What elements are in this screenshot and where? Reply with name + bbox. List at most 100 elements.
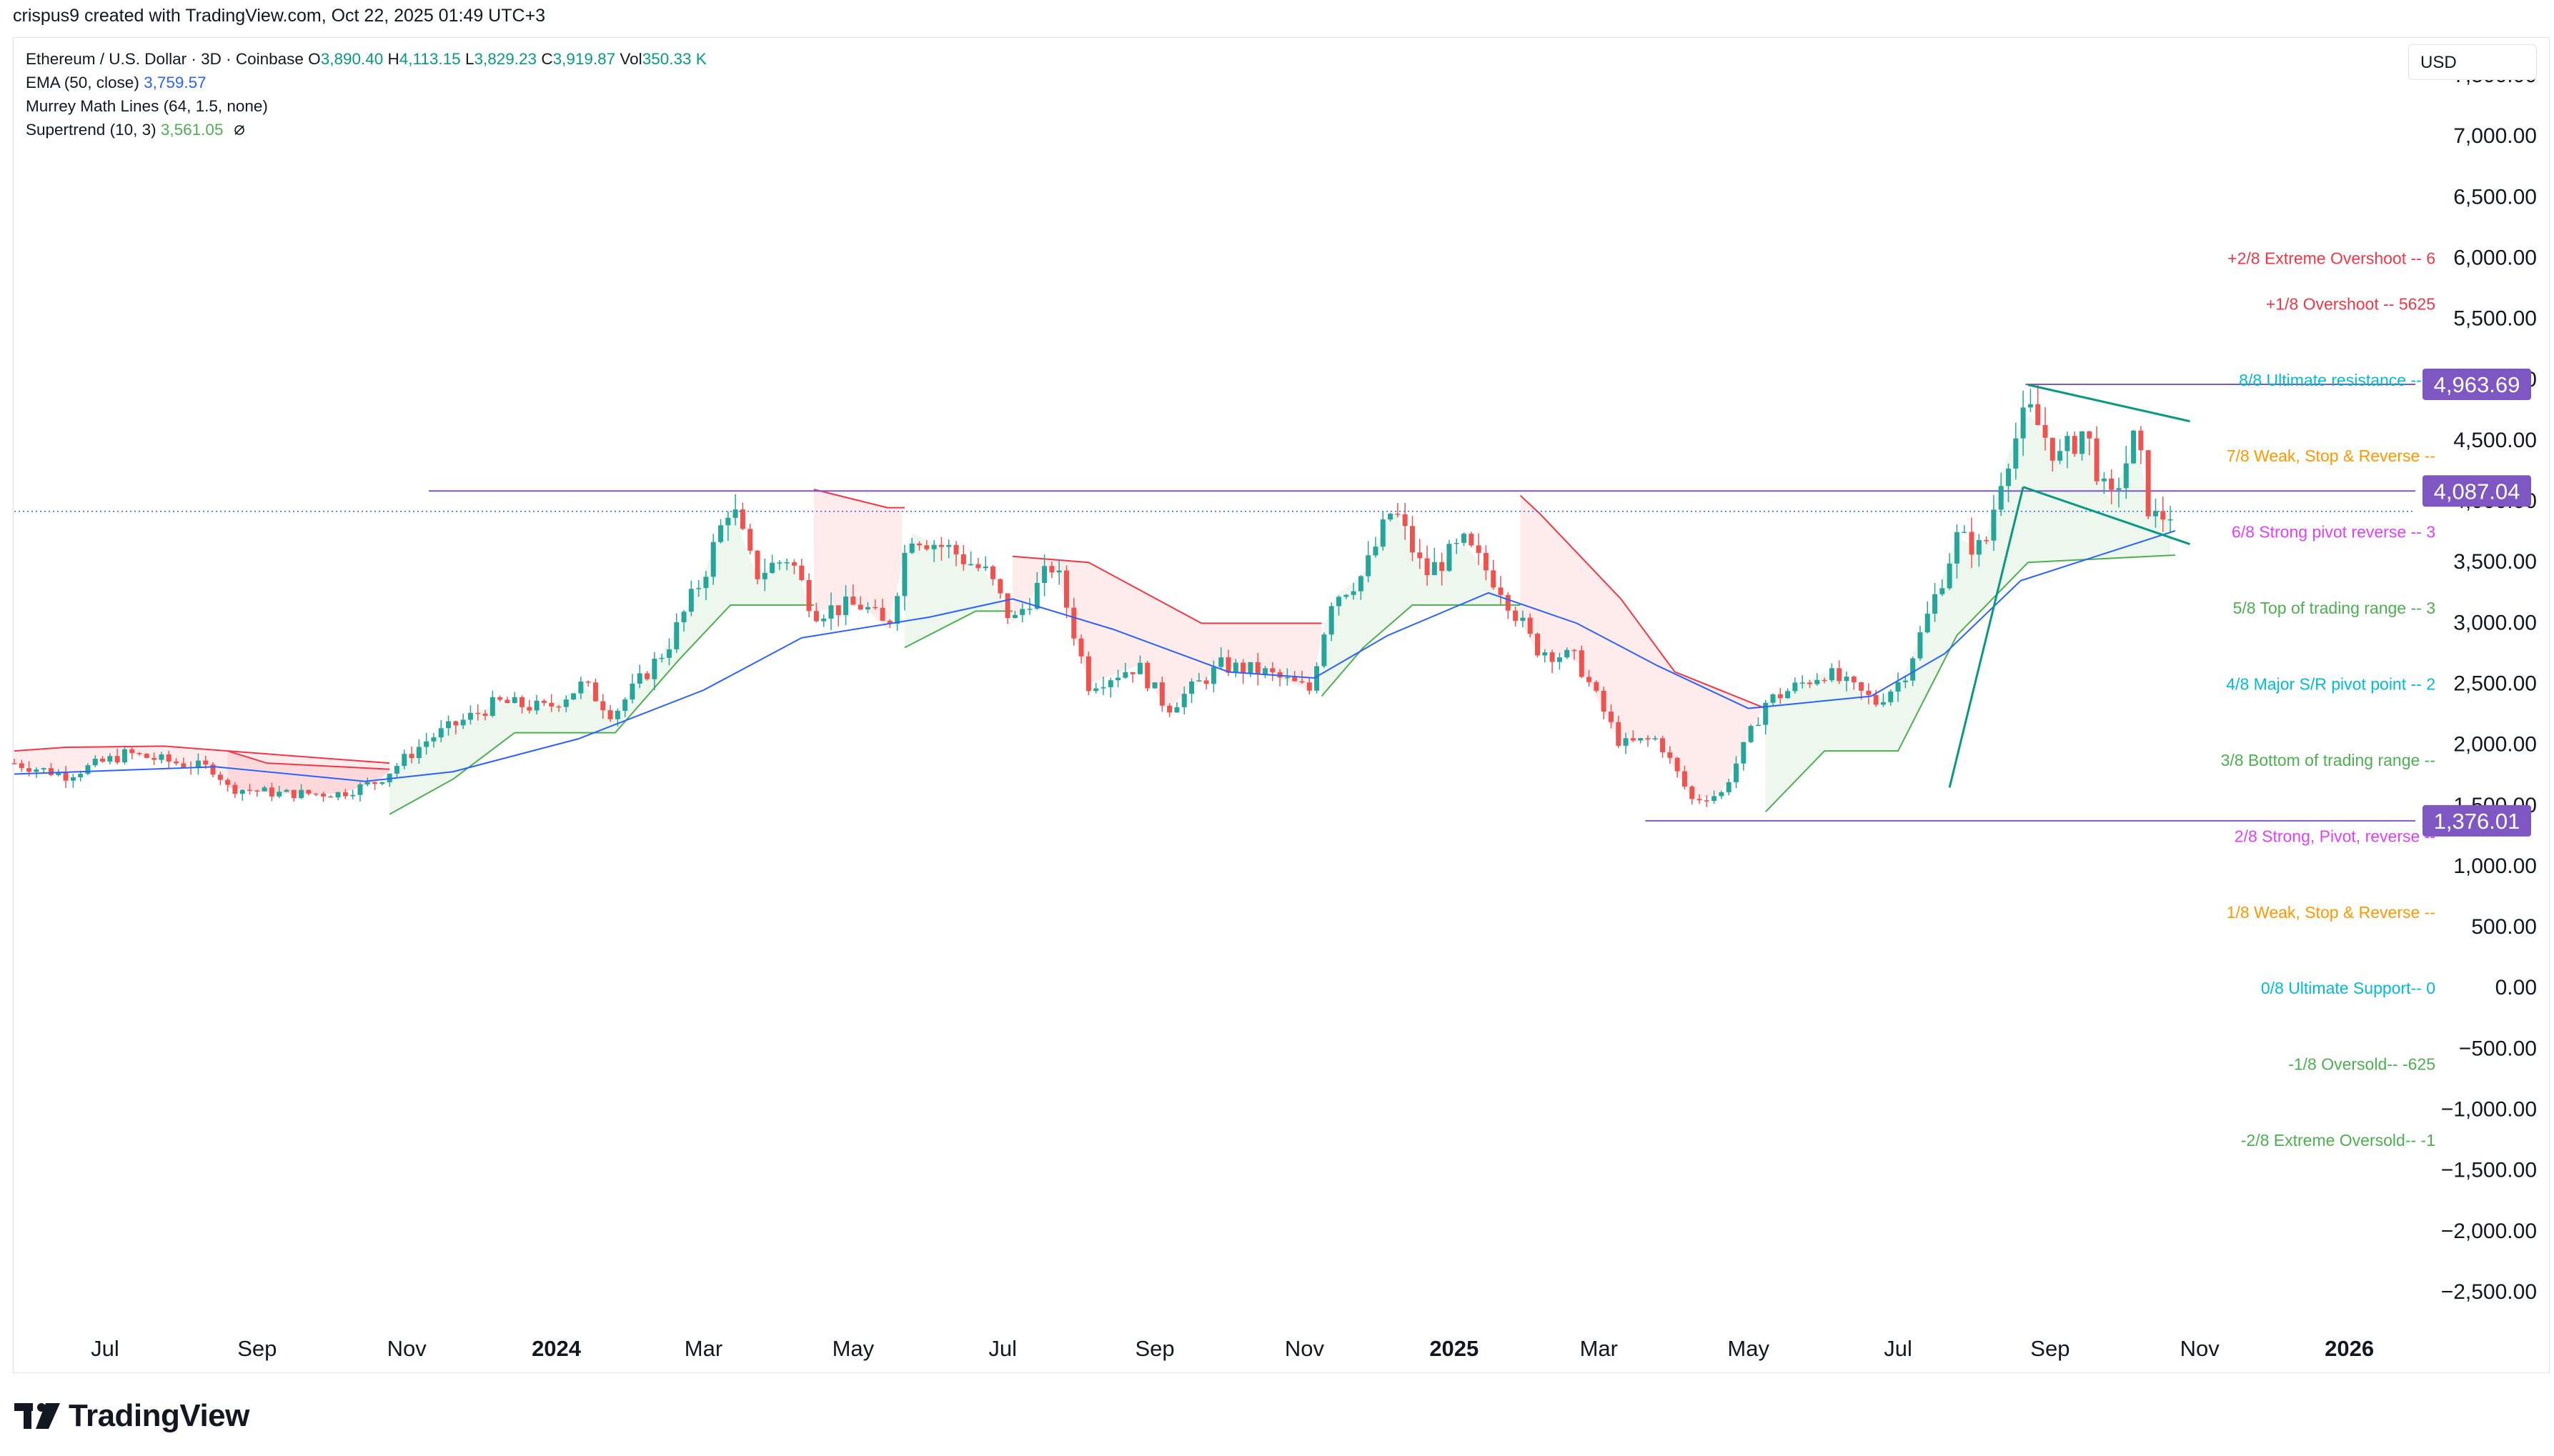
y-tick-label-2: 6,500.00 [2453, 185, 2537, 209]
candle-body-126 [938, 544, 944, 547]
candle-body-127 [946, 544, 952, 547]
candle-body-44 [335, 792, 341, 798]
supertrend-row[interactable]: Supertrend (10, 3) 3,561.05 [26, 118, 707, 141]
candle-body-158 [1174, 707, 1180, 713]
trendline-1 [2027, 384, 2190, 423]
level-badge-0 [2423, 368, 2531, 400]
candle-body-122 [909, 543, 915, 553]
candle-body-255 [1888, 691, 1894, 702]
candle-body-290 [2145, 450, 2151, 517]
candle-body-58 [438, 728, 444, 738]
candle-body-135 [1005, 593, 1010, 619]
candle-body-189 [1402, 514, 1408, 527]
candle-body-221 [1638, 738, 1644, 741]
candle-body-36 [277, 792, 282, 797]
candle-body-31 [239, 789, 245, 794]
candle-body-79 [592, 682, 598, 702]
candle-body-70 [527, 707, 532, 711]
candle-body-117 [873, 607, 878, 609]
candle-body-206 [1527, 617, 1533, 634]
brand-footer[interactable]: TradingView [14, 1395, 249, 1437]
candle-body-267 [1976, 539, 1982, 555]
candle-body-233 [1726, 782, 1731, 792]
candle-body-11 [92, 758, 98, 766]
candle-body-239 [1770, 694, 1776, 703]
candle-body-241 [1785, 691, 1791, 699]
eye-off-icon[interactable] [232, 123, 247, 137]
candle-body-68 [512, 697, 517, 704]
candle-body-159 [1181, 694, 1187, 707]
candle-body-21 [166, 754, 172, 762]
candle-body-50 [379, 782, 385, 784]
candle-body-262 [1939, 588, 1945, 594]
candle-body-155 [1152, 682, 1158, 689]
x-tick-label-10: Mar [1580, 1336, 1618, 1361]
candle-body-114 [850, 597, 856, 605]
supertrend-line-3 [813, 489, 905, 509]
candle-body-213 [1579, 650, 1584, 677]
candle-body-86 [645, 673, 650, 679]
currency-selector[interactable]: USD [2408, 44, 2537, 80]
ohlc-key: Vol [615, 50, 642, 68]
candle-body-214 [1586, 677, 1592, 682]
candle-body-139 [1034, 582, 1040, 609]
candle-body-102 [762, 572, 767, 579]
candle-body-78 [585, 682, 591, 683]
candle-body-46 [350, 794, 356, 797]
supertrend-line-8 [1764, 554, 2175, 812]
candle-body-23 [181, 763, 187, 767]
candle-body-85 [637, 673, 642, 684]
candle-body-37 [284, 789, 289, 792]
candle-body-62 [467, 712, 473, 720]
supertrend-line-2 [389, 604, 814, 815]
supertrend-line-6 [1321, 604, 1521, 697]
x-tick-label-3: 2024 [532, 1336, 582, 1361]
supertrend-value: 3,561.05 [160, 121, 224, 139]
symbol-row[interactable]: Ethereum / U.S. Dollar · 3D · Coinbase O… [26, 47, 707, 71]
y-tick-label-19: −2,000.00 [2441, 1220, 2537, 1243]
supertrend-line-4 [904, 610, 1013, 649]
candle-body-4 [41, 768, 46, 770]
candle-body-269 [1991, 509, 1997, 541]
candle-body-27 [210, 764, 216, 775]
candle-body-179 [1328, 606, 1334, 635]
candle-body-33 [254, 790, 260, 792]
candle-body-220 [1630, 738, 1636, 741]
candle-body-277 [2049, 437, 2055, 461]
candle-body-244 [1807, 682, 1812, 684]
level-badge-label-0: 4,963.69 [2434, 372, 2520, 397]
murrey-row[interactable]: Murrey Math Lines (64, 1.5, none) [26, 94, 707, 118]
ema-value: 3,759.57 [144, 74, 207, 91]
candle-body-287 [2123, 463, 2129, 489]
candle-body-260 [1924, 614, 1930, 633]
candle-body-118 [880, 607, 885, 621]
supertrend-fill-7 [1520, 495, 1764, 799]
candle-body-191 [1417, 552, 1423, 559]
candle-body-293 [2167, 519, 2173, 521]
candle-body-28 [217, 774, 223, 780]
ema-line [14, 529, 2176, 782]
chart-frame[interactable] [13, 37, 2550, 1373]
candle-body-164 [1218, 657, 1224, 667]
candle-body-29 [225, 779, 231, 785]
candle-body-57 [431, 737, 437, 742]
candle-body-147 [1093, 688, 1099, 692]
candle-body-63 [475, 712, 481, 714]
murrey-label-8: 2/8 Strong, Pivot, reverse -- [2235, 827, 2435, 845]
x-tick-label-6: Jul [988, 1336, 1017, 1361]
candle-body-129 [960, 554, 966, 564]
candle-body-76 [571, 693, 577, 700]
candle-body-183 [1358, 576, 1363, 592]
candle-body-292 [2160, 511, 2166, 520]
murrey-label-12: -2/8 Extreme Oversold-- -1 [2241, 1131, 2435, 1150]
candle-body-180 [1336, 597, 1341, 607]
candle-body-106 [791, 562, 797, 566]
ohlc-value: 350.33 K [642, 50, 707, 68]
candle-body-136 [1012, 614, 1018, 619]
ema-row[interactable]: EMA (50, close) 3,759.57 [26, 71, 707, 94]
candle-body-73 [549, 702, 555, 707]
y-tick-label-6: 4,500.00 [2453, 429, 2537, 452]
candle-body-209 [1549, 652, 1555, 662]
x-tick-label-13: Sep [2030, 1336, 2069, 1361]
